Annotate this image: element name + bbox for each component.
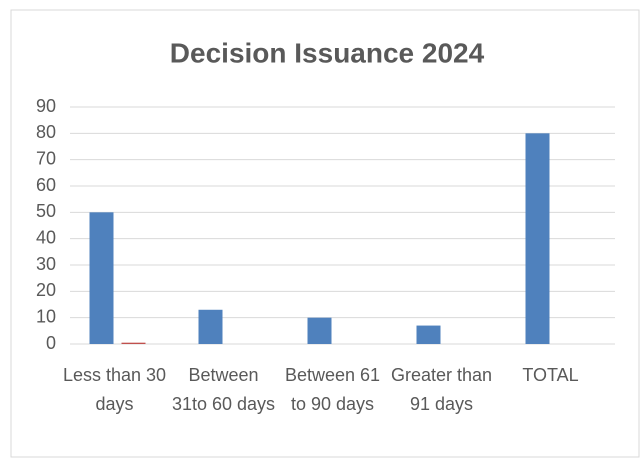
y-tick-label: 90 xyxy=(36,96,56,116)
y-tick-label: 30 xyxy=(36,254,56,274)
chart-title: Decision Issuance 2024 xyxy=(170,37,485,68)
x-tick-label: Greater than 91 days xyxy=(390,365,493,414)
y-tick-label: 70 xyxy=(36,148,56,168)
x-tick-label: Between 31to 60 days xyxy=(171,365,276,414)
y-tick-label: 20 xyxy=(36,280,56,300)
y-tick-label: 0 xyxy=(46,333,56,353)
y-tick-label: 40 xyxy=(36,227,56,247)
y-tick-label: 60 xyxy=(36,175,56,195)
bar xyxy=(121,342,146,344)
bar xyxy=(525,133,550,344)
y-tick-label: 80 xyxy=(36,122,56,142)
x-tick-label: Less than 30 days xyxy=(62,365,167,414)
y-tick-label: 50 xyxy=(36,201,56,221)
bar xyxy=(198,309,223,344)
bar xyxy=(89,212,114,344)
y-tick-label: 10 xyxy=(36,306,56,326)
x-tick-label: TOTAL xyxy=(522,365,579,385)
x-tick-label: Between 61 to 90 days xyxy=(284,365,381,414)
bar xyxy=(307,317,332,344)
bar xyxy=(416,325,441,344)
